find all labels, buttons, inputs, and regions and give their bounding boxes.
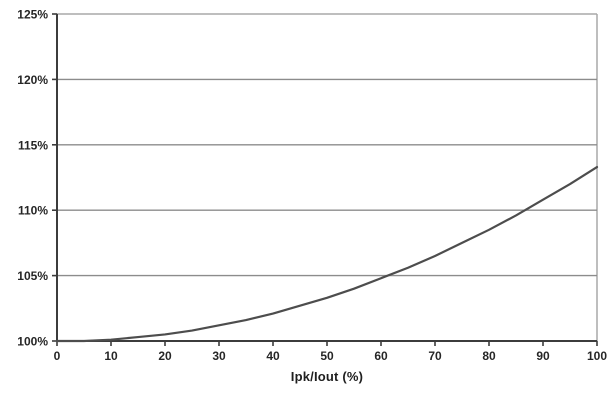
x-tick-label: 40 — [266, 349, 280, 363]
y-tick-label: 110% — [18, 204, 48, 218]
x-tick-label: 30 — [212, 349, 226, 363]
plot-border — [57, 13, 598, 341]
x-axis-title: Ipk/Iout (%) — [290, 369, 364, 384]
y-tick-label: 120% — [17, 73, 48, 87]
x-tick-label: 70 — [428, 349, 442, 363]
y-tick-label: 105% — [17, 269, 48, 283]
x-tick-label: 10 — [104, 349, 118, 363]
y-tick-label: 115% — [18, 138, 48, 152]
plot-area — [57, 14, 597, 341]
x-tick-label: 90 — [536, 349, 550, 363]
x-tick-label: 50 — [320, 349, 334, 363]
y-gridlines — [57, 78, 597, 277]
y-tick-labels: 100% 105% 110% 115% 120% 125% — [17, 8, 48, 349]
x-tick-label: 60 — [374, 349, 388, 363]
y-tick-label: 125% — [17, 8, 48, 22]
x-tick-labels: 0 10 20 30 40 50 60 70 80 90 100 — [54, 349, 608, 363]
y-tick-label: 100% — [17, 335, 48, 349]
x-tick-label: 0 — [54, 349, 61, 363]
x-tick-marks — [56, 341, 598, 346]
x-tick-label: 100 — [587, 349, 607, 363]
x-tick-label: 80 — [482, 349, 496, 363]
data-series-line — [55, 165, 599, 343]
x-tick-label: 20 — [158, 349, 172, 363]
